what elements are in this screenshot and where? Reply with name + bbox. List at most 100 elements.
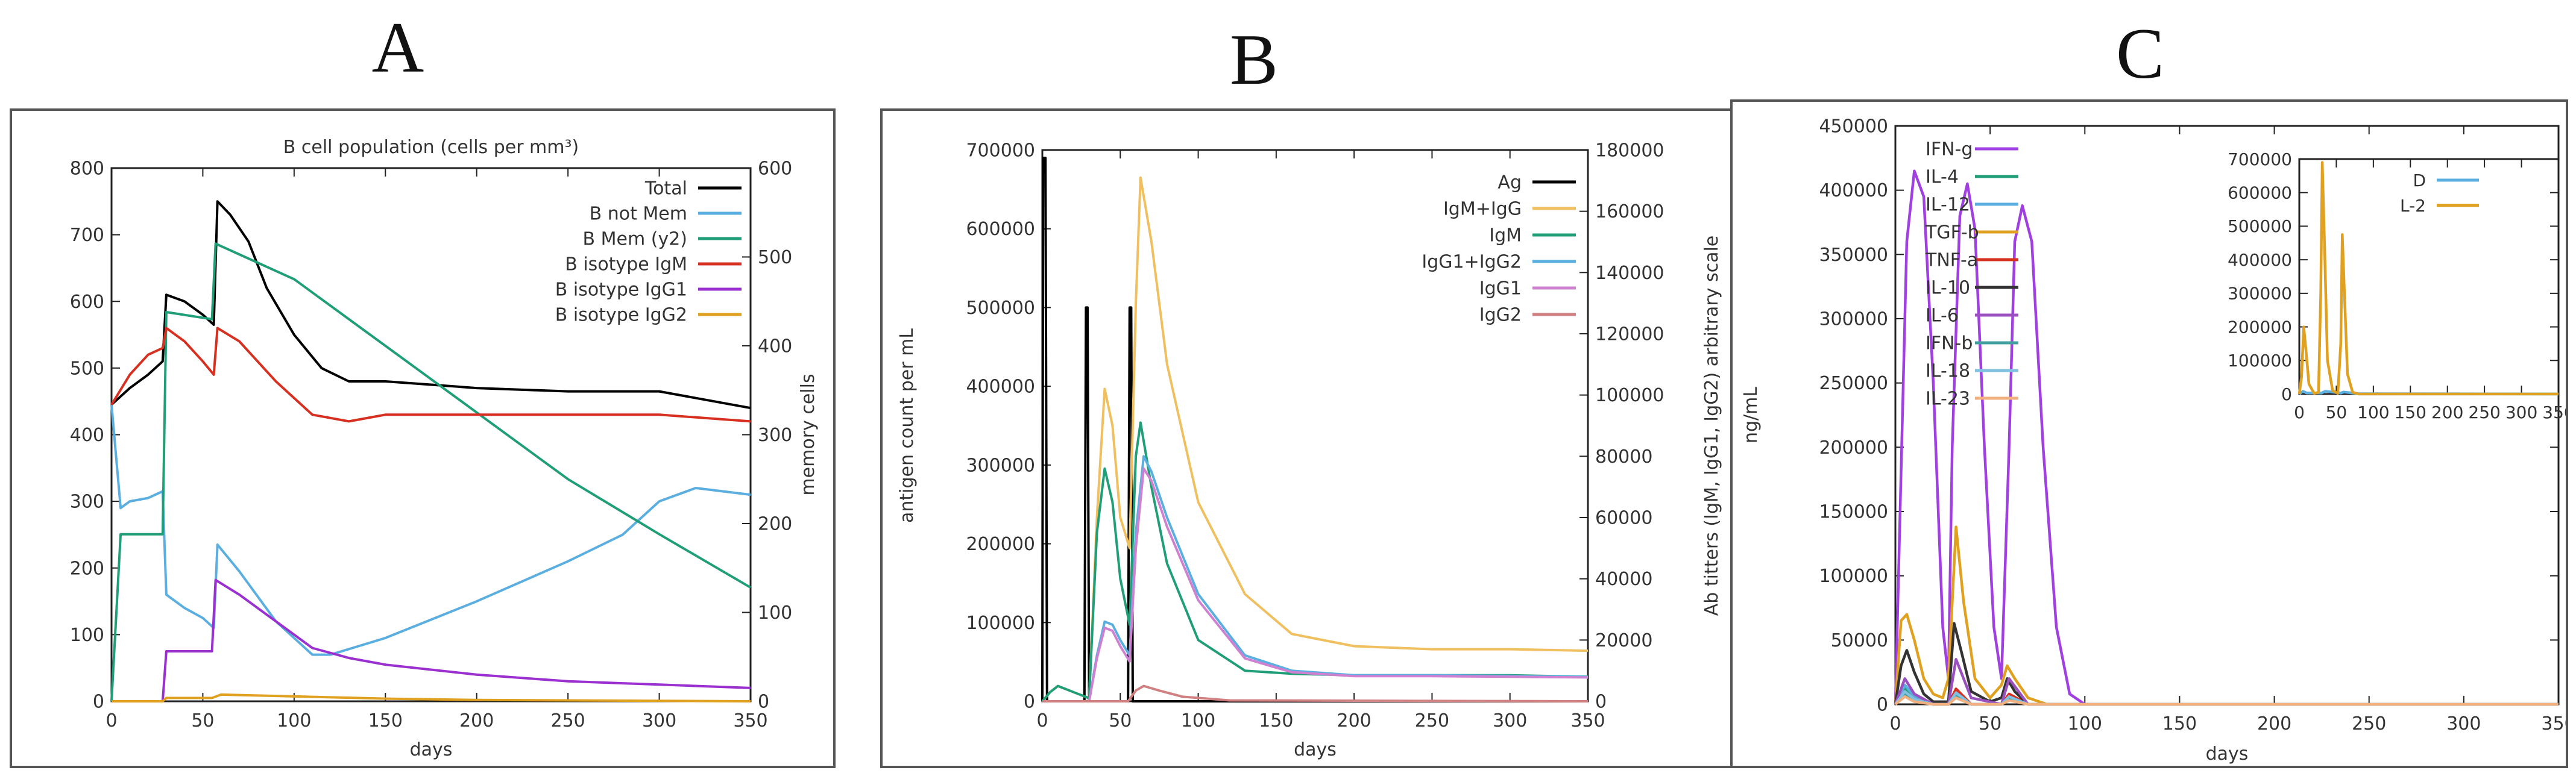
chart-c-inset-y-tick-label: 0 [2281,384,2292,404]
chart-a-y2-tick-label: 500 [758,247,792,268]
chart-a-y-tick-label: 600 [70,292,104,313]
chart-b-legend-label: IgM+IgG [1443,199,1522,220]
chart-b-y2-tick-label: 140000 [1595,263,1664,284]
chart-c-x-tick-label: 100 [2068,713,2102,734]
chart-c-x-tick-label: 150 [2162,713,2197,734]
chart-a-y-tick-label: 500 [70,358,104,379]
chart-c-legend-label: TNF-a [1925,250,1978,271]
chart-a-x-tick-label: 250 [551,710,585,731]
chart-a-x-tick-label: 0 [105,710,117,731]
chart-b-y2-tick-label: 40000 [1595,569,1652,590]
chart-c-y-tick-label: 50000 [1831,630,1888,651]
chart-b-series-line-5 [1042,684,1589,702]
chart-c-x-axis-label: days [2206,743,2249,765]
chart-c-inset-legend-label: D [2413,171,2426,190]
chart-c-x-tick-label: 250 [2352,713,2386,734]
chart-c-inset-y-tick-label: 100000 [2228,351,2292,371]
chart-a-y2-axis-label: memory cells [798,374,819,495]
panel-letter-b: B [1229,19,1279,99]
chart-c-inset-y-tick-label: 400000 [2228,250,2292,270]
chart-a-y2-tick-label: 0 [758,692,769,713]
chart-b-legend-label: IgG1+IgG2 [1422,252,1522,273]
chart-c-legend-label: IFN-g [1926,139,1973,160]
chart-b-legend-label: IgG1 [1479,278,1522,299]
chart-a-y-tick-label: 100 [70,625,104,646]
chart-b-y2-axis-label: Ab titters (IgM, IgG1, IgG2) arbitrary s… [1701,236,1722,616]
chart-c-legend-label: IL-6 [1926,305,1959,327]
chart-a-y-tick-label: 800 [70,158,104,180]
chart-b-x-tick-label: 250 [1415,710,1449,731]
chart-panel-c: 0501001502002503003500500001000001500002… [1730,99,2568,768]
chart-a-y-tick-label: 200 [70,558,104,579]
chart-a-series-line-3 [110,327,751,423]
chart-a-x-tick-label: 150 [368,710,403,731]
chart-b-x-tick-label: 350 [1570,710,1605,731]
chart-c-inset-y-tick-label: 700000 [2228,149,2292,169]
chart-b-y-tick-label: 600000 [966,219,1035,240]
chart-b-series-line-0 [1041,157,1588,702]
chart-a-y2-tick-label: 100 [758,602,792,624]
chart-a-series-line-1 [110,404,751,656]
chart-b-y-axis-label: antigen count per mL [896,328,918,523]
chart-b-legend-label: IgM [1489,225,1522,246]
chart-c-series-line-0 [1894,169,2559,706]
chart-c-x-tick-label: 50 [1979,713,2001,734]
chart-c-x-tick-label: 300 [2446,713,2481,734]
chart-c-svg: 0501001502002503003500500001000001500002… [1740,116,2566,765]
chart-c-legend-label: IL-23 [1926,389,1970,410]
chart-b-x-tick-label: 150 [1259,710,1293,731]
chart-a-legend-label: B isotype IgM [565,254,687,275]
chart-c-x-tick-label: 350 [2541,713,2566,734]
chart-c-x-tick-label: 200 [2257,713,2291,734]
chart-c-legend-label: IL-4 [1926,167,1959,188]
chart-c-y-tick-label: 400000 [1819,180,1888,201]
chart-c-legend-label: IL-12 [1926,195,1970,216]
chart-a-x-tick-label: 350 [733,710,767,731]
chart-b-y-tick-label: 0 [1024,692,1035,713]
chart-a-x-tick-label: 200 [459,710,494,731]
chart-b-y2-tick-label: 160000 [1595,201,1664,222]
chart-b-x-tick-label: 0 [1036,710,1048,731]
chart-a-y2-tick-label: 600 [758,158,792,180]
chart-c-y-tick-label: 150000 [1819,502,1888,523]
chart-c-legend-label: IL-10 [1926,278,1970,299]
chart-a-title: B cell population (cells per mm³) [283,137,579,158]
chart-c-inset-x-tick-label: 100 [2357,402,2389,422]
chart-b-y2-tick-label: 20000 [1595,630,1652,651]
chart-b-y2-tick-label: 100000 [1595,385,1664,406]
chart-b-y2-tick-label: 180000 [1595,140,1664,161]
chart-c-legend-label: IL-18 [1926,361,1970,382]
chart-c-series-line-8 [1894,690,2559,706]
chart-b-y-tick-label: 200000 [966,534,1035,555]
chart-a-legend-label: B isotype IgG2 [555,305,687,326]
chart-c-inset-background [2299,159,2559,394]
chart-c-y-axis-label: ng/mL [1740,387,1762,443]
chart-b-y2-tick-label: 0 [1595,692,1607,713]
chart-c-y-tick-label: 200000 [1819,437,1888,458]
chart-c-inset-x-tick-label: 300 [2505,402,2537,422]
chart-a-y2-tick-label: 200 [758,514,792,535]
chart-a-legend-label: B isotype IgG1 [555,280,687,301]
chart-c-y-tick-label: 0 [1877,695,1888,716]
chart-c-inset-y-tick-label: 200000 [2228,317,2292,337]
chart-c-inset-y-tick-label: 600000 [2228,183,2292,203]
chart-c-series-line-3 [1894,525,2559,706]
chart-c-inset-x-tick-label: 150 [2395,402,2426,422]
chart-panel-b: 0 50 100 150 200 250 300 350 0 100000 200000 300000… [880,108,1733,768]
chart-c-series-line-9 [1894,695,2559,706]
chart-a-y-tick-label: 400 [70,425,104,446]
chart-a-series-line-5 [112,693,751,702]
chart-c-inset-x-tick-label: 200 [2431,402,2463,422]
chart-b-y-tick-label: 700000 [966,140,1035,161]
chart-c-inset-y-tick-label: 300000 [2228,284,2292,304]
chart-b-series-line-2 [1041,421,1589,702]
chart-c-x-tick-label: 0 [1889,713,1901,734]
chart-b-legend-label: IgG2 [1479,305,1522,326]
chart-a-legend-label: Total [644,178,687,199]
chart-a-x-tick-label: 100 [277,710,311,731]
chart-b-x-tick-label: 50 [1109,710,1132,731]
chart-b-series-line-4 [1042,467,1589,702]
chart-b-y-tick-label: 100000 [966,613,1035,634]
chart-a-y-tick-label: 300 [70,492,104,513]
chart-b-x-tick-label: 200 [1337,710,1371,731]
